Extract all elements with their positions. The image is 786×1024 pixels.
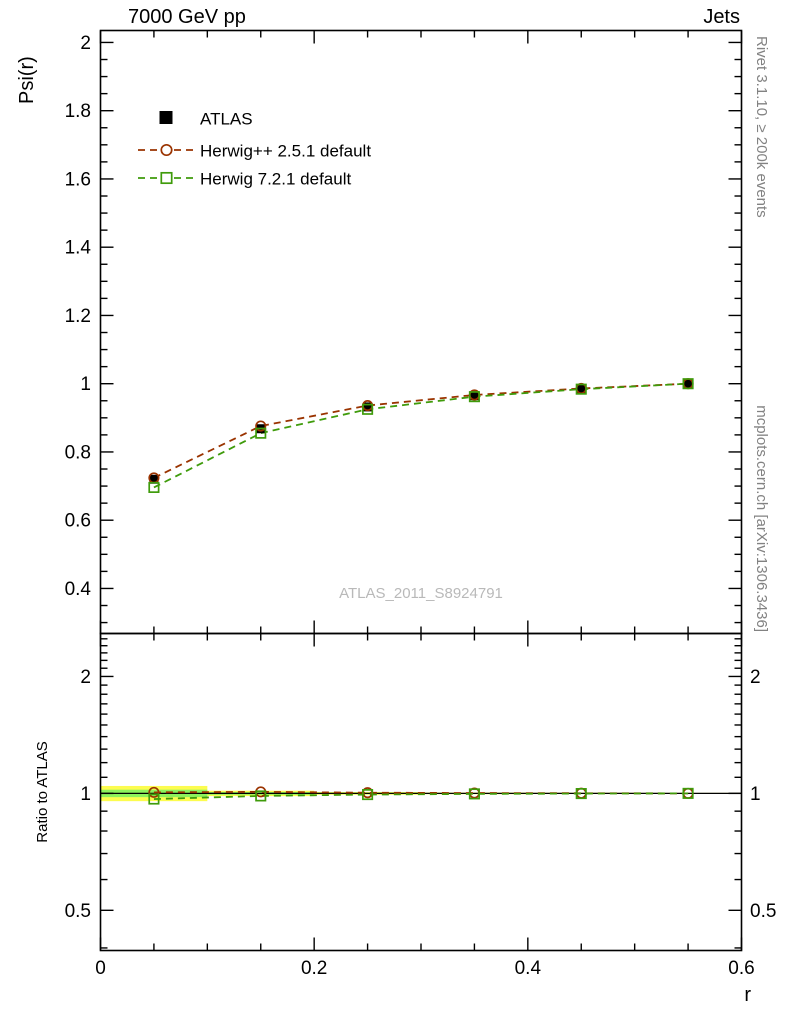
- main-y-tick-label: 0.8: [65, 442, 91, 463]
- mc-marker: [148, 793, 160, 805]
- x-tick-label: 0.4: [515, 958, 542, 979]
- legend-label-herwigpp: Herwig++ 2.5.1 default: [200, 142, 371, 161]
- mc-marker: [468, 391, 480, 403]
- main-y-tick-label: 1.6: [65, 169, 91, 190]
- main-y-tick-label: 0.6: [65, 511, 91, 532]
- main-y-tick-label: 1: [80, 374, 91, 395]
- mc-marker: [682, 378, 694, 390]
- mc-marker: [468, 788, 480, 800]
- legend-marker-herwigpp: [160, 143, 173, 157]
- ratio-y-tick-label-right: 0.5: [750, 901, 776, 922]
- atlas-data-marker: [469, 391, 479, 401]
- mc-marker: [682, 787, 694, 799]
- series-curves: [153, 382, 689, 800]
- ratio-y-tick-label-left: 2: [80, 667, 91, 688]
- header-beam-energy: 7000 GeV pp: [128, 6, 246, 28]
- mc-marker: [362, 403, 374, 415]
- atlas-data-marker: [149, 474, 159, 484]
- mc-marker: [255, 790, 267, 802]
- axis-tick-labels: 0 0.2 0.4 0.6 0.4 0.6 0.8 1 1.2 1.4 1.6 1.8 2 0.5 0.5 1…: [65, 33, 777, 979]
- main-y-tick-label: 2: [80, 33, 91, 54]
- main-panel-frame: [99, 29, 743, 635]
- ratio-y-tick-label-right: 1: [750, 784, 761, 805]
- x-axis-title: r: [744, 984, 751, 1006]
- axis-ticks: [99, 30, 743, 951]
- mc-marker: [148, 786, 160, 798]
- main-curve: [153, 382, 689, 479]
- x-tick-label: 0: [95, 958, 106, 979]
- atlas-data-marker: [576, 384, 586, 394]
- main-y-tick-label: 1.4: [65, 238, 92, 259]
- mcplots-arxiv-label: mcplots.cern.ch [arXiv:1306.3436]: [753, 405, 770, 632]
- ratio-y-tick-label-right: 2: [750, 667, 761, 688]
- x-tick-label: 0.2: [301, 958, 327, 979]
- legend-marker-herwig7: [160, 171, 173, 185]
- legend-label-atlas: ATLAS: [200, 110, 253, 129]
- ratio-y-axis-title: Ratio to ATLAS: [34, 741, 51, 842]
- analysis-id-watermark: ATLAS_2011_S8924791: [339, 585, 503, 602]
- main-y-tick-label: 0.4: [65, 579, 92, 600]
- main-y-axis-title: Psi(r): [16, 56, 38, 104]
- axes-frames: [99, 29, 743, 952]
- atlas-data-marker: [683, 379, 693, 389]
- legend-label-herwig7: Herwig 7.2.1 default: [200, 170, 351, 189]
- main-y-tick-label: 1.2: [65, 306, 91, 327]
- x-tick-label: 0.6: [728, 958, 754, 979]
- main-curve: [153, 382, 689, 489]
- ratio-curve: [153, 792, 689, 800]
- mc-marker: [148, 481, 160, 493]
- mc-marker: [362, 789, 374, 801]
- header-analysis-type: Jets: [703, 6, 740, 28]
- ratio-y-tick-label-left: 1: [80, 784, 91, 805]
- rivet-version-label: Rivet 3.1.10, ≥ 200k events: [753, 36, 770, 218]
- data-markers: [148, 378, 694, 805]
- ratio-y-tick-label-left: 0.5: [65, 901, 91, 922]
- legend-marker-atlas: [159, 111, 173, 124]
- mc-marker: [575, 383, 587, 395]
- atlas-data-marker: [363, 402, 373, 412]
- mc-marker: [255, 420, 267, 432]
- main-y-tick-label: 1.8: [65, 101, 91, 122]
- mc-marker: [255, 427, 267, 439]
- mc-marker: [575, 788, 587, 800]
- legend: ATLAS Herwig++ 2.5.1 default Herwig 7.2.…: [138, 110, 371, 189]
